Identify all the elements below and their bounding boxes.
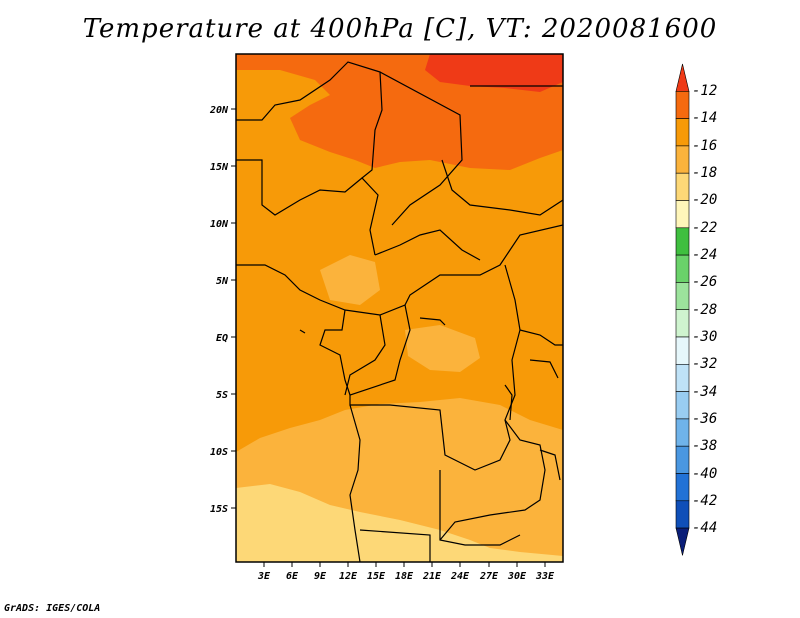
lon-label: 18E <box>395 571 414 582</box>
field-region-center-16 <box>405 325 480 372</box>
country-borders <box>236 61 563 562</box>
colorbar-label: -44 <box>692 520 717 536</box>
lon-label: 15E <box>367 571 386 582</box>
colorbar-label: -16 <box>692 138 717 154</box>
colorbar-segment <box>675 473 690 502</box>
colorbar-label: -24 <box>692 247 717 263</box>
field-region-south-18 <box>236 484 563 562</box>
colorbar-label: -14 <box>692 110 717 126</box>
colorbar-segment <box>675 200 690 229</box>
colorbar-segment <box>675 309 690 338</box>
temperature-field <box>236 54 563 562</box>
colorbar-segment <box>675 527 690 556</box>
colorbar-segment <box>675 172 690 201</box>
colorbar-label: -22 <box>692 220 717 236</box>
lon-label: 30E <box>507 571 527 582</box>
colorbar-label: -26 <box>692 274 717 290</box>
lat-label: EQ <box>216 333 228 344</box>
colorbar-label: -32 <box>692 356 717 372</box>
colorbar <box>675 63 690 556</box>
colorbar-segment <box>675 391 690 420</box>
colorbar-label: -28 <box>692 302 717 318</box>
colorbar-segment <box>675 500 690 529</box>
lat-label: 10N <box>210 219 229 230</box>
colorbar-label: -42 <box>692 493 717 509</box>
lon-label: 9E <box>314 571 327 582</box>
lat-label: 15S <box>210 504 228 515</box>
colorbar-segment <box>675 445 690 474</box>
colorbar-segment <box>675 118 690 147</box>
field-region-west-16 <box>320 255 380 305</box>
lon-label: 3E <box>257 571 271 582</box>
colorbar-label: -34 <box>692 384 717 400</box>
colorbar-label: -36 <box>692 411 717 427</box>
field-region-hottest <box>425 54 563 92</box>
lat-label: 20N <box>209 105 229 116</box>
lon-label: 33E <box>535 571 555 582</box>
lon-label: 6E <box>286 571 299 582</box>
colorbar-segment <box>675 336 690 365</box>
colorbar-segment <box>675 418 690 447</box>
lat-label: 15N <box>210 162 229 173</box>
lat-label: 5N <box>216 276 229 287</box>
chart-title: Temperature at 400hPa [C], VT: 202008160… <box>82 14 718 44</box>
colorbar-label: -12 <box>692 83 717 99</box>
colorbar-label: -20 <box>692 192 717 208</box>
colorbar-segment <box>675 227 690 256</box>
longitude-axis: 3E 6E 9E 12E 15E 18E 21E 24E 27E 30E 33E <box>257 562 555 582</box>
colorbar-label: -40 <box>692 466 717 482</box>
lon-label: 12E <box>339 571 358 582</box>
colorbar-segment <box>675 145 690 174</box>
colorbar-segment <box>675 254 690 283</box>
lon-label: 24E <box>450 571 470 582</box>
colorbar-labels: -12 -14 -16 -18 -20 -22 -24 -26 -28 -30 … <box>692 83 717 536</box>
colorbar-label: -30 <box>692 329 717 345</box>
colorbar-segment <box>675 63 690 92</box>
colorbar-label: -18 <box>692 165 717 181</box>
colorbar-segment <box>675 363 690 392</box>
latitude-axis: 20N 15N 10N 5N EQ 5S 10S 15S <box>209 105 236 515</box>
software-credit: GrADS: IGES/COLA <box>4 603 101 614</box>
lon-label: 27E <box>479 571 499 582</box>
lon-label: 21E <box>422 571 442 582</box>
colorbar-segment <box>675 282 690 310</box>
lat-label: 5S <box>216 390 228 401</box>
colorbar-label: -38 <box>692 438 717 454</box>
colorbar-segment <box>675 91 690 119</box>
lat-label: 10S <box>210 447 228 458</box>
map-frame <box>235 53 564 563</box>
